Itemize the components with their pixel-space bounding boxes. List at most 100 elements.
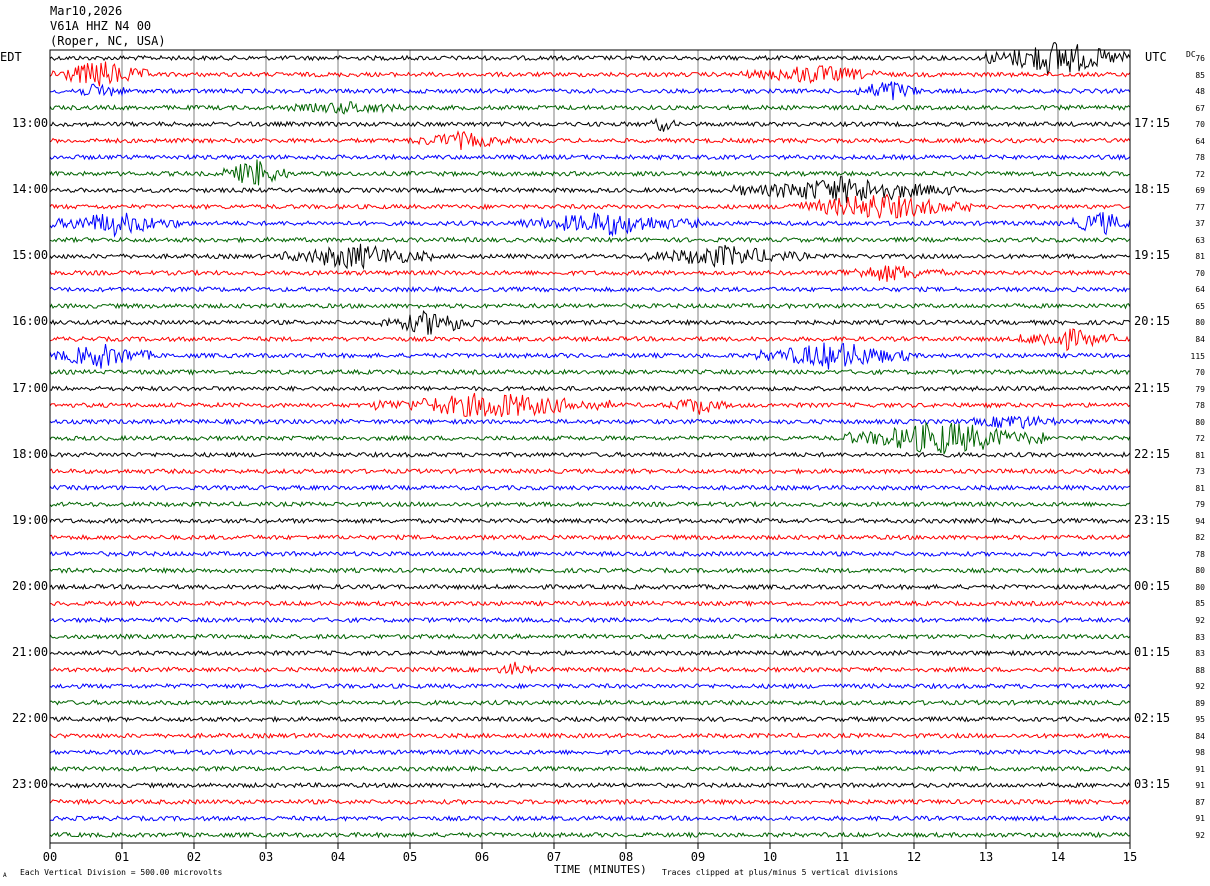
trace-line (49, 153, 1131, 161)
trace-line (49, 583, 1131, 591)
left-hour-label: 18:00 (12, 446, 49, 461)
dc-offset-value: 81 (1195, 483, 1205, 493)
dc-offset-value: 84 (1195, 335, 1205, 344)
dc-offset-value: 78 (1195, 153, 1205, 163)
dc-header: DC (1186, 50, 1196, 59)
trace-line (49, 699, 1131, 706)
trace-line (49, 682, 1131, 690)
dc-offset-value: 85 (1195, 70, 1205, 80)
dc-offset-value: 72 (1195, 169, 1205, 179)
trace-line (50, 599, 1131, 608)
right-hour-label: 18:15 (1134, 182, 1171, 197)
trace-line (49, 467, 1131, 475)
x-tick-label: 15 (1123, 850, 1137, 864)
dc-offset-value: 69 (1195, 186, 1205, 196)
trace-line (49, 451, 1131, 459)
trace-line (49, 285, 1131, 294)
right-hour-label: 01:15 (1134, 645, 1171, 660)
right-hour-label: 00:15 (1134, 578, 1171, 593)
trace-line (49, 264, 1131, 282)
left-hour-label: 21:00 (12, 645, 49, 660)
dc-offset-value: 80 (1195, 566, 1205, 576)
dc-offset-value: 70 (1195, 268, 1205, 278)
trace-line (49, 661, 1131, 675)
dc-offset-value: 37 (1195, 219, 1205, 229)
trace-line (49, 236, 1131, 244)
trace-line (49, 798, 1131, 806)
trace-line (49, 517, 1131, 525)
trace-line (49, 211, 1131, 238)
x-tick-label: 00 (43, 850, 57, 864)
dc-offset-value: 115 (1190, 351, 1205, 361)
trace-line (49, 415, 1131, 430)
dc-offset-value: 78 (1195, 549, 1205, 559)
trace-line (49, 243, 1131, 270)
x-tick-label: 01 (115, 850, 129, 864)
dc-offset-value: 79 (1195, 500, 1205, 510)
x-tick-label: 05 (403, 850, 417, 864)
x-tick-label: 07 (547, 850, 561, 864)
left-hour-label: 20:00 (12, 578, 49, 593)
x-tick-label: 06 (475, 850, 489, 864)
trace-line (49, 81, 1131, 101)
right-hour-label: 17:15 (1134, 116, 1171, 131)
trace-line (49, 159, 1131, 186)
trace-line (49, 101, 1131, 115)
corner-mark: A (3, 872, 7, 879)
dc-offset-value: 82 (1195, 533, 1205, 543)
dc-offset-value: 80 (1195, 582, 1205, 592)
trace-line (49, 566, 1131, 575)
dc-offset-value: 79 (1195, 384, 1205, 394)
scale-note: Each Vertical Division = 500.00 microvol… (20, 868, 223, 877)
trace-line (49, 368, 1131, 376)
trace-line (49, 765, 1131, 773)
trace-line (49, 649, 1131, 657)
trace-line (49, 633, 1131, 640)
left-timezone: EDT (0, 50, 22, 64)
minute-grid (121, 50, 1059, 843)
right-hour-label: 22:15 (1134, 446, 1171, 461)
dc-offset-value: 91 (1195, 781, 1205, 791)
dc-offset-value: 80 (1195, 417, 1205, 427)
dc-offset-value: 83 (1195, 649, 1205, 659)
x-tick-label: 09 (691, 850, 705, 864)
right-hour-label: 21:15 (1134, 380, 1171, 395)
dc-offset-value: 85 (1195, 599, 1205, 609)
trace-line (49, 392, 1131, 418)
seismic-traces (49, 41, 1131, 839)
left-hour-label: 22:00 (12, 711, 49, 726)
trace-line (49, 781, 1131, 789)
right-hour-label: 03:15 (1134, 777, 1171, 792)
trace-line (49, 193, 1131, 219)
dc-offset-value: 95 (1195, 715, 1205, 725)
dc-offset-value: 92 (1195, 616, 1205, 626)
right-hour-label: 19:15 (1134, 248, 1171, 263)
x-tick-label: 10 (763, 850, 777, 864)
trace-line (49, 616, 1131, 624)
trace-line (49, 385, 1131, 393)
dc-offset-value: 64 (1195, 285, 1205, 295)
dc-offset-value: 83 (1195, 632, 1205, 642)
dc-offset-value: 73 (1195, 467, 1205, 477)
left-hour-label: 23:00 (12, 777, 49, 792)
dc-offset-value: 81 (1195, 252, 1205, 262)
x-axis-label: TIME (MINUTES) (554, 863, 647, 876)
trace-line (49, 421, 1131, 455)
trace-line (49, 309, 1131, 335)
dc-offset-value: 92 (1195, 682, 1205, 692)
dc-offset-value: 80 (1195, 318, 1205, 328)
right-hour-label: 23:15 (1134, 512, 1171, 527)
trace-line (49, 814, 1131, 822)
left-hour-label: 13:00 (12, 116, 49, 131)
dc-offset-value: 63 (1195, 235, 1205, 245)
trace-line (49, 748, 1131, 756)
dc-offset-value: 76 (1195, 54, 1205, 63)
trace-line (49, 715, 1131, 723)
left-hour-label: 14:00 (12, 182, 49, 197)
dc-offset-value: 70 (1195, 120, 1205, 130)
x-tick-label: 13 (979, 850, 993, 864)
dc-offset-value: 94 (1195, 516, 1205, 526)
dc-offset-value: 77 (1195, 202, 1205, 212)
plot-frame (49, 49, 1131, 844)
right-hour-label: 02:15 (1134, 711, 1171, 726)
